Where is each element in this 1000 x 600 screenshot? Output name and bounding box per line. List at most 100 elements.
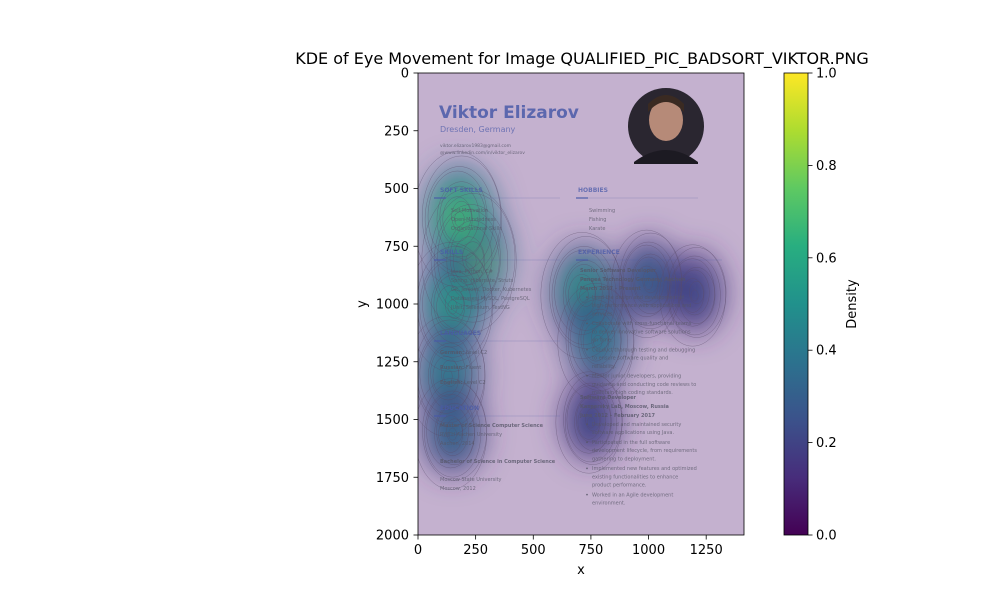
density-contour [567,295,628,388]
soft-skill-item: Organizational Skills [451,226,502,232]
job-bullet-line: maintain high coding standards. [592,390,673,396]
language-level: Level C2 [466,350,487,356]
skill-item: JUnit, Selenium, TestNG [450,305,510,311]
profile-photo [628,88,704,164]
density-blob [680,271,709,314]
density-contour [451,200,472,232]
density-contour [593,334,603,349]
resume-document: Viktor Elizarov Dresden, Germany viktor.… [434,88,722,507]
density-contour [446,220,500,302]
x-tick-label: 250 [463,543,488,558]
bullet-dot [586,374,588,377]
density-contour [549,236,623,349]
density-contour [576,278,596,307]
density-blob [438,409,468,453]
density-blob [432,350,463,396]
y-axis-label: y [355,300,370,308]
y-tick-label: 1750 [376,471,409,486]
density-contour [689,280,705,304]
resume-name: Viktor Elizarov [439,103,579,123]
job-bullet-line: environment. [592,501,626,507]
density-contour [555,371,623,474]
density-contour [432,356,460,397]
job-bullets: Developed and maintained security softwar… [586,422,697,507]
resume-email: viktor.elizarov1983@gmail.com [440,143,511,149]
hobby-item: Swimming [589,208,615,214]
density-contour [678,267,716,324]
x-tick-label: 750 [578,543,603,558]
density-contour [419,333,473,414]
density-contour [632,256,665,306]
density-contour [554,250,610,335]
density-contour [444,289,465,319]
bullet-dot [586,423,588,426]
education-degree: Master of Science Computer Science [440,423,544,429]
education-place-year: Moscow, 2012 [440,486,476,492]
density-contour [667,247,727,338]
skill-item: Git, Jenkins, Docker, Kubernetes [451,287,532,293]
bullet-dot [586,493,588,496]
colorbar-tick-label: 0.2 [816,436,837,451]
hobbies-heading: HOBBIES [578,187,608,194]
density-contour [551,246,617,345]
colorbar-label: Density [845,279,860,329]
colorbar: 0.0 0.2 0.4 0.6 0.8 1.0 Density [783,67,860,544]
y-tick-label: 1500 [376,413,409,428]
job-period: March 2017 – Present [580,286,641,292]
job-bullet-line: to deliver innovative software solutions [592,329,691,335]
density-contour [426,393,475,469]
density-contour [563,374,623,465]
job-bullet-line: existing functionalities to enhance [592,474,678,480]
bullet-dot [586,441,588,444]
skills-heading: SKILLS [440,249,463,256]
plot-area: Viktor Elizarov Dresden, Germany viktor.… [418,73,744,535]
chart-title: KDE of Eye Movement for Image QUALIFIED_… [295,49,869,69]
density-contour [644,277,653,291]
density-contour [418,319,486,427]
resume-linkedin: @www.linkedin.com/in/viktor_elizarov [440,150,525,156]
density-contour [634,265,659,303]
density-contour [418,329,479,424]
job-bullet-line: Mentor junior developers, providing [592,374,681,380]
density-contour [568,274,596,317]
density-contour [679,269,710,316]
x-tick-label: 500 [521,543,546,558]
density-contour [540,232,624,359]
language-label: German: [440,350,464,356]
density-contour [436,181,487,258]
density-contour [442,196,473,243]
job-bullet-line: development lifecycle, from requirements [592,448,697,454]
density-contour [621,241,677,327]
job-bullets: Lead the design and development of high-p… [586,295,696,396]
colorbar-tick-label: 0.6 [816,251,837,266]
density-contour [668,255,721,336]
job-period: June 2012 – February 2017 [579,413,655,419]
hobby-item: Karate [589,226,605,232]
colorbar-gradient [783,72,809,536]
colorbar-tick-label: 0.0 [816,529,837,544]
y-tick-label: 1000 [376,298,409,313]
density-contour [586,416,595,429]
soft-skill-item: Open-Mindedness [451,217,496,223]
density-contour [670,258,715,327]
density-contour [454,211,465,228]
job-bullet-line: product performance. [592,483,647,489]
density-contour [421,155,502,277]
svg-text:Russian: Fluent: Russian: Fluent [440,365,481,371]
density-contour [438,415,463,453]
density-contour [419,256,486,358]
density-contour [690,289,699,302]
education-heading: EDUCATION [440,405,479,412]
density-blob [576,398,605,441]
languages-heading: LANGUAGES [440,330,481,337]
density-contour [418,378,487,490]
density-contour [427,170,488,262]
education-school: RWTH Aachen University [440,432,502,438]
resume-location: Dresden, Germany [440,125,516,134]
x-axis-label: x [577,563,585,578]
density-contour [579,288,589,303]
density-contour [430,270,479,344]
job-bullet-line: gathering to deployment. [592,456,656,462]
job-bullet-line: high-performance web applications and [592,303,691,309]
job-title: Software Developer [580,395,637,401]
